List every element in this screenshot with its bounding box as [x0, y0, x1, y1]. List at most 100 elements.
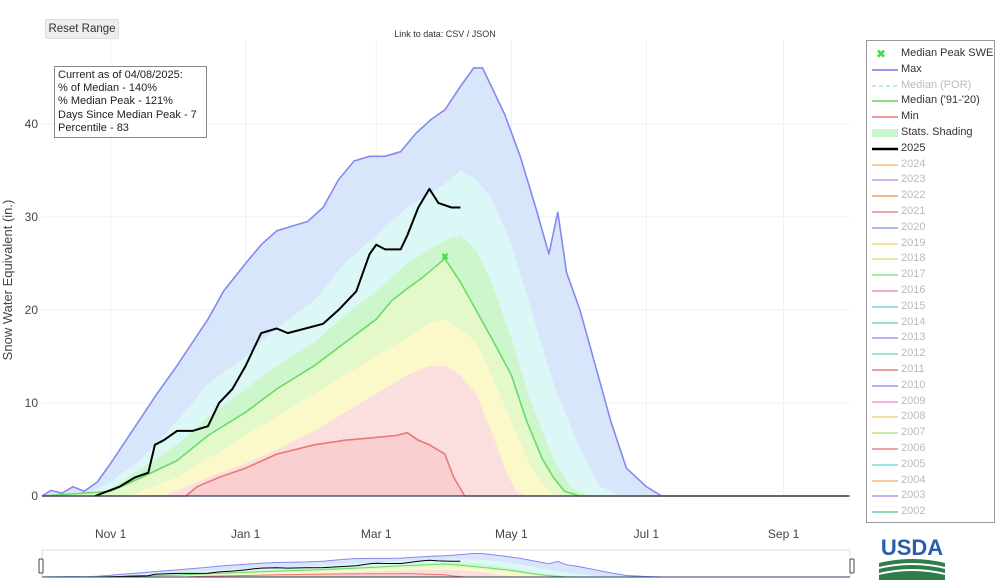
- legend-item[interactable]: 2002: [867, 504, 994, 519]
- legend-label: 2025: [901, 141, 926, 154]
- status-line: Current as of 04/08/2025:: [58, 69, 183, 81]
- mini-max-line: [41, 553, 848, 578]
- status-line: % Median Peak - 121%: [58, 95, 173, 108]
- legend-item[interactable]: 2022: [867, 188, 994, 203]
- legend-swatch: [872, 511, 898, 514]
- legend-swatch: [872, 116, 898, 119]
- legend-swatch: [872, 163, 898, 166]
- legend-label: 2007: [901, 426, 926, 439]
- legend-swatch: [872, 463, 898, 466]
- legend-swatch: [872, 258, 898, 261]
- legend-label: 2005: [901, 457, 926, 470]
- legend: ✖ Median Peak SWE Max Median (POR) Median ('…: [866, 40, 995, 523]
- y-tick-label: 30: [25, 210, 39, 224]
- x-tick-label: Mar 1: [361, 527, 392, 541]
- y-tick-label: 0: [31, 489, 38, 503]
- legend-item[interactable]: 2009: [867, 394, 994, 409]
- mini-band-min: [42, 573, 848, 577]
- legend-swatch: [872, 68, 898, 71]
- x-tick-label: May 1: [495, 527, 528, 541]
- reset-range-button[interactable]: Reset Range: [45, 19, 119, 39]
- range-handle-right[interactable]: [849, 558, 855, 574]
- axes: 0 10 20 30 40 Nov 1 Jan 1 Mar 1 May 1 Jul 1 Sep 1: [25, 117, 850, 541]
- data-link[interactable]: Link to data: CSV / JSON: [394, 29, 496, 39]
- legend-swatch: [872, 448, 898, 450]
- legend-label: 2015: [901, 299, 926, 312]
- legend-item[interactable]: 2020: [867, 220, 994, 235]
- legend-swatch: [872, 369, 898, 371]
- range-handle-left[interactable]: [38, 558, 44, 574]
- legend-swatch: [872, 195, 898, 198]
- legend-item[interactable]: 2013: [867, 330, 994, 345]
- legend-item[interactable]: 2005: [867, 457, 994, 472]
- legend-item[interactable]: ✖ Median Peak SWE: [867, 46, 994, 61]
- legend-label: 2002: [901, 505, 926, 518]
- legend-item[interactable]: 2019: [867, 236, 994, 251]
- legend-label: Median (POR): [901, 78, 972, 91]
- legend-label: 2022: [901, 189, 926, 202]
- legend-item[interactable]: 2003: [867, 488, 994, 503]
- legend-label: 2019: [901, 236, 926, 249]
- legend-item[interactable]: 2025: [867, 141, 994, 156]
- legend-item[interactable]: Median (POR): [867, 78, 994, 93]
- mini-current-year-line: [95, 559, 461, 578]
- legend-swatch: [872, 432, 898, 435]
- legend-label: Max: [901, 62, 922, 75]
- legend-item[interactable]: 2012: [867, 346, 994, 361]
- status-line: % of Median - 140%: [58, 82, 158, 95]
- legend-swatch: ✖: [876, 49, 886, 59]
- max-line: [41, 67, 848, 497]
- legend-item[interactable]: Median ('91-'20): [867, 93, 994, 108]
- legend-item[interactable]: 2018: [867, 251, 994, 266]
- median-peak-marker[interactable]: ✖: [441, 252, 449, 263]
- legend-swatch: [872, 290, 898, 292]
- svg-text:USDA: USDA: [881, 535, 943, 560]
- legend-label: 2012: [901, 347, 926, 360]
- legend-item[interactable]: 2010: [867, 378, 994, 393]
- legend-item[interactable]: 2015: [867, 299, 994, 314]
- mini-band-p10-min: [42, 569, 848, 577]
- legend-swatch: [872, 179, 898, 182]
- legend-swatch: [872, 129, 898, 137]
- mini-min-line: [42, 572, 848, 578]
- range-slider[interactable]: [38, 549, 855, 578]
- legend-label: 2016: [901, 284, 926, 296]
- legend-swatch: [872, 211, 898, 213]
- legend-item[interactable]: 2007: [867, 425, 994, 440]
- legend-item[interactable]: 2016: [867, 283, 994, 298]
- legend-item[interactable]: 2017: [867, 267, 994, 282]
- legend-label: 2021: [901, 205, 926, 217]
- status-line: Days Since Median Peak - 7: [58, 108, 197, 121]
- legend-item[interactable]: 2006: [867, 441, 994, 456]
- legend-item[interactable]: Min: [867, 109, 994, 124]
- legend-swatch: [872, 274, 898, 277]
- legend-swatch: [872, 147, 898, 151]
- legend-label: 2004: [901, 473, 926, 486]
- series-lines: ✖: [41, 67, 848, 497]
- legend-item[interactable]: Stats. Shading: [867, 125, 994, 140]
- band-p90-p70: [42, 170, 848, 497]
- legend-swatch: [872, 416, 898, 419]
- legend-label: 2011: [901, 363, 925, 375]
- legend-item[interactable]: 2014: [867, 315, 994, 330]
- legend-item[interactable]: 2004: [867, 473, 994, 488]
- band-max-p90: [42, 67, 848, 497]
- mini-band-median-p30: [42, 564, 848, 577]
- legend-label: Stats. Shading: [901, 126, 973, 138]
- svg-text:✖: ✖: [876, 49, 886, 59]
- legend-swatch: [872, 384, 898, 387]
- band-p10-min: [42, 365, 848, 496]
- median-line: [41, 257, 848, 497]
- legend-label: 2024: [901, 157, 926, 170]
- mini-band-p30-p10: [42, 567, 848, 577]
- legend-item[interactable]: 2023: [867, 172, 994, 187]
- legend-item[interactable]: 2011: [867, 362, 994, 377]
- legend-label: 2020: [901, 220, 926, 233]
- legend-item[interactable]: 2008: [867, 409, 994, 424]
- legend-item[interactable]: Max: [867, 62, 994, 77]
- legend-item[interactable]: 2021: [867, 204, 994, 219]
- legend-swatch: [872, 495, 898, 498]
- legend-label: 2010: [901, 378, 926, 391]
- legend-label: Median Peak SWE: [901, 47, 994, 59]
- legend-item[interactable]: 2024: [867, 157, 994, 172]
